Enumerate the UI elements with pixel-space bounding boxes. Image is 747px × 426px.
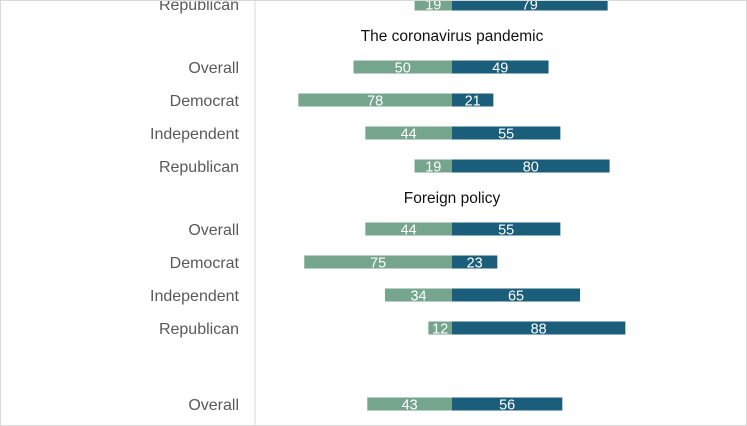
data-label-approve: 79 xyxy=(522,1,538,14)
section-title: The coronavirus pandemic xyxy=(361,28,544,45)
data-label-disapprove: 12 xyxy=(432,322,448,338)
bar-approve xyxy=(452,1,608,11)
category-label: Overall xyxy=(188,60,239,77)
data-label-disapprove: 50 xyxy=(395,61,411,77)
data-label-disapprove: 34 xyxy=(410,289,426,305)
data-label-disapprove: 78 xyxy=(367,94,383,110)
data-label-approve: 21 xyxy=(465,94,481,110)
category-label: Overall xyxy=(188,222,239,239)
bar-disapprove xyxy=(365,126,452,140)
bar-row: Democrat 78 21 xyxy=(170,93,494,110)
bar-disapprove xyxy=(365,222,452,236)
bar-approve xyxy=(452,93,494,107)
bar-approve xyxy=(452,321,626,335)
data-label-disapprove: 43 xyxy=(402,398,418,414)
bar-approve xyxy=(452,159,610,173)
bar-row: Republican 12 88 xyxy=(159,321,626,338)
bar-disapprove xyxy=(385,288,452,302)
category-label: Republican xyxy=(159,321,239,338)
data-label-disapprove: 75 xyxy=(370,256,386,272)
bar-row: Overall 50 49 xyxy=(188,60,549,77)
bar-row: Overall 44 55 xyxy=(188,222,561,239)
category-label: Republican xyxy=(159,159,239,176)
category-label: Independent xyxy=(150,288,240,305)
bar-disapprove xyxy=(414,159,452,173)
data-label-approve: 65 xyxy=(508,289,524,305)
data-label-disapprove: 44 xyxy=(401,223,417,239)
data-label-approve: 55 xyxy=(498,127,514,143)
bar-approve xyxy=(452,126,561,140)
category-label: Democrat xyxy=(170,255,240,272)
bar-disapprove xyxy=(414,1,452,11)
bar-disapprove xyxy=(367,397,452,411)
category-label: Republican xyxy=(159,1,239,14)
data-label-approve: 23 xyxy=(467,256,483,272)
data-label-disapprove: 19 xyxy=(425,160,441,176)
bar-row: Republican 19 79 xyxy=(159,1,608,14)
data-label-approve: 80 xyxy=(523,160,539,176)
data-label-approve: 55 xyxy=(498,223,514,239)
bar-disapprove xyxy=(428,321,452,335)
data-label-approve: 56 xyxy=(499,398,515,414)
category-label: Overall xyxy=(188,397,239,414)
bar-disapprove xyxy=(304,255,452,269)
bar-row: Independent 44 55 xyxy=(150,126,561,143)
data-label-disapprove: 19 xyxy=(425,1,441,14)
data-label-approve: 88 xyxy=(531,322,547,338)
data-label-disapprove: 44 xyxy=(401,127,417,143)
bar-disapprove xyxy=(353,60,452,74)
bar-approve xyxy=(452,397,563,411)
bar-row: Independent 34 65 xyxy=(150,288,581,305)
category-label: Independent xyxy=(150,126,240,143)
bar-approve xyxy=(452,255,498,269)
category-label: Democrat xyxy=(170,93,240,110)
bar-row: Republican 19 80 xyxy=(159,159,610,176)
bar-disapprove xyxy=(298,93,452,107)
section-title: Foreign policy xyxy=(404,190,501,207)
bar-row: Democrat 75 23 xyxy=(170,255,498,272)
data-label-approve: 49 xyxy=(492,61,508,77)
bar-approve xyxy=(452,222,561,236)
bar-approve xyxy=(452,60,549,74)
bar-row: Overall 43 56 xyxy=(188,397,563,414)
bar-approve xyxy=(452,288,581,302)
